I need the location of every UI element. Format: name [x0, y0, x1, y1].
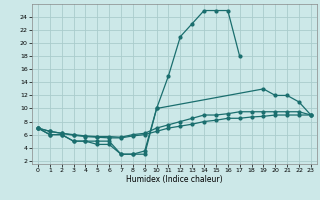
X-axis label: Humidex (Indice chaleur): Humidex (Indice chaleur) — [126, 175, 223, 184]
